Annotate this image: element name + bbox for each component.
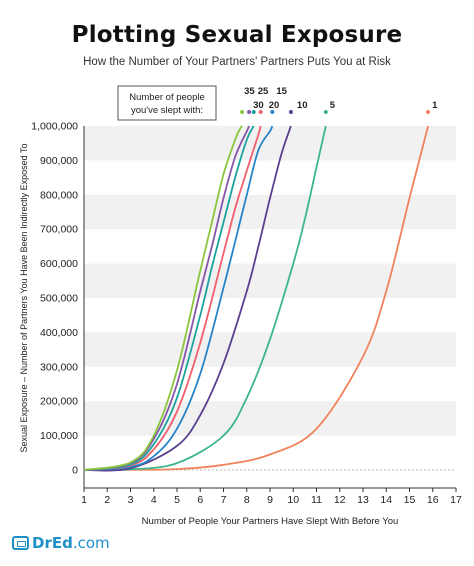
x-tick-label: 11 — [311, 494, 322, 506]
x-tick-label: 12 — [334, 494, 346, 506]
series-endpoint-25 — [251, 110, 256, 114]
x-tick-label: 15 — [404, 494, 416, 506]
series-endpoint-30 — [247, 110, 252, 114]
series-endpoint-15 — [270, 110, 275, 114]
series-line-1 — [83, 125, 429, 471]
legend-title-line-1: Number of people — [129, 92, 205, 103]
series-endpoint-1 — [426, 110, 431, 114]
chart-subtitle: How the Number of Your Partners' Partner… — [83, 56, 391, 68]
x-tick-label: 8 — [244, 494, 250, 506]
series-label-1: 1 — [432, 100, 438, 111]
x-tick-label: 2 — [104, 494, 110, 506]
y-axis-ticks: 0 100,000 200,000 300,000 400,000 500,000 600,… — [31, 121, 78, 477]
grid-band — [84, 401, 456, 436]
series-label-25: 25 — [258, 86, 269, 97]
x-tick-label: 16 — [427, 494, 439, 506]
legend-title-line-2: you've slept with: — [131, 105, 203, 116]
y-tick-label: 0 — [72, 465, 78, 477]
series-endpoint-20 — [258, 110, 263, 114]
series-label-15: 15 — [276, 86, 287, 97]
x-tick-label: 5 — [174, 494, 180, 506]
series-label-30: 30 — [253, 100, 264, 111]
series-line-35 — [83, 125, 243, 471]
x-tick-label: 4 — [151, 494, 157, 506]
y-tick-label: 200,000 — [40, 396, 78, 408]
y-tick-label: 500,000 — [40, 293, 78, 305]
series-line-5 — [83, 125, 327, 471]
x-axis-label: Number of People Your Partners Have Slep… — [142, 516, 399, 527]
x-tick-label: 6 — [197, 494, 203, 506]
x-tick-label: 14 — [380, 494, 392, 506]
y-tick-label: 600,000 — [40, 258, 78, 270]
series-line-25 — [83, 125, 255, 471]
y-tick-label: 100,000 — [40, 430, 78, 442]
logo-suffix: .com — [72, 534, 110, 552]
series-line-20 — [83, 125, 262, 471]
series-line-10 — [83, 125, 292, 472]
legend-frame — [117, 85, 217, 121]
x-tick-label: 9 — [267, 494, 273, 506]
dred-logo-icon — [12, 536, 29, 550]
series-label-10: 10 — [297, 100, 308, 111]
logo-name: DrEd — [32, 534, 73, 552]
y-axis-label: Sexual Exposure – Number of Partners You… — [19, 143, 29, 452]
x-tick-label: 1 — [81, 494, 87, 506]
series-line-30 — [83, 125, 250, 471]
x-tick-label: 10 — [287, 494, 299, 506]
series-endpoint-35 — [240, 110, 245, 114]
legend: Number of people you've slept with: — [117, 85, 217, 121]
series-line-15 — [83, 125, 274, 471]
grid-bands — [84, 126, 456, 436]
y-tick-label: 900,000 — [40, 155, 78, 167]
y-tick-label: 800,000 — [40, 189, 78, 201]
series-label-20: 20 — [269, 100, 280, 111]
y-tick-label: 300,000 — [40, 361, 78, 373]
chart-title: Plotting Sexual Exposure — [71, 22, 403, 48]
x-tick-label: 17 — [450, 494, 462, 506]
series-endpoint-5 — [323, 110, 328, 114]
x-tick-label: 13 — [357, 494, 369, 506]
y-tick-label: 700,000 — [40, 224, 78, 236]
x-tick-label: 3 — [128, 494, 134, 506]
x-axis-ticks: 1 2 3 4 5 6 7 8 9 10 11 12 13 14 15 16 17 — [81, 488, 462, 506]
series-label-5: 5 — [330, 100, 336, 111]
series-lines — [83, 125, 429, 472]
dred-logo: DrEd .com — [12, 534, 110, 552]
series-label-35: 35 — [244, 86, 255, 97]
grid-band — [84, 263, 456, 298]
y-tick-label: 400,000 — [40, 327, 78, 339]
x-tick-label: 7 — [221, 494, 227, 506]
series-endpoint-10 — [288, 110, 293, 114]
y-tick-label: 1,000,000 — [31, 121, 78, 133]
